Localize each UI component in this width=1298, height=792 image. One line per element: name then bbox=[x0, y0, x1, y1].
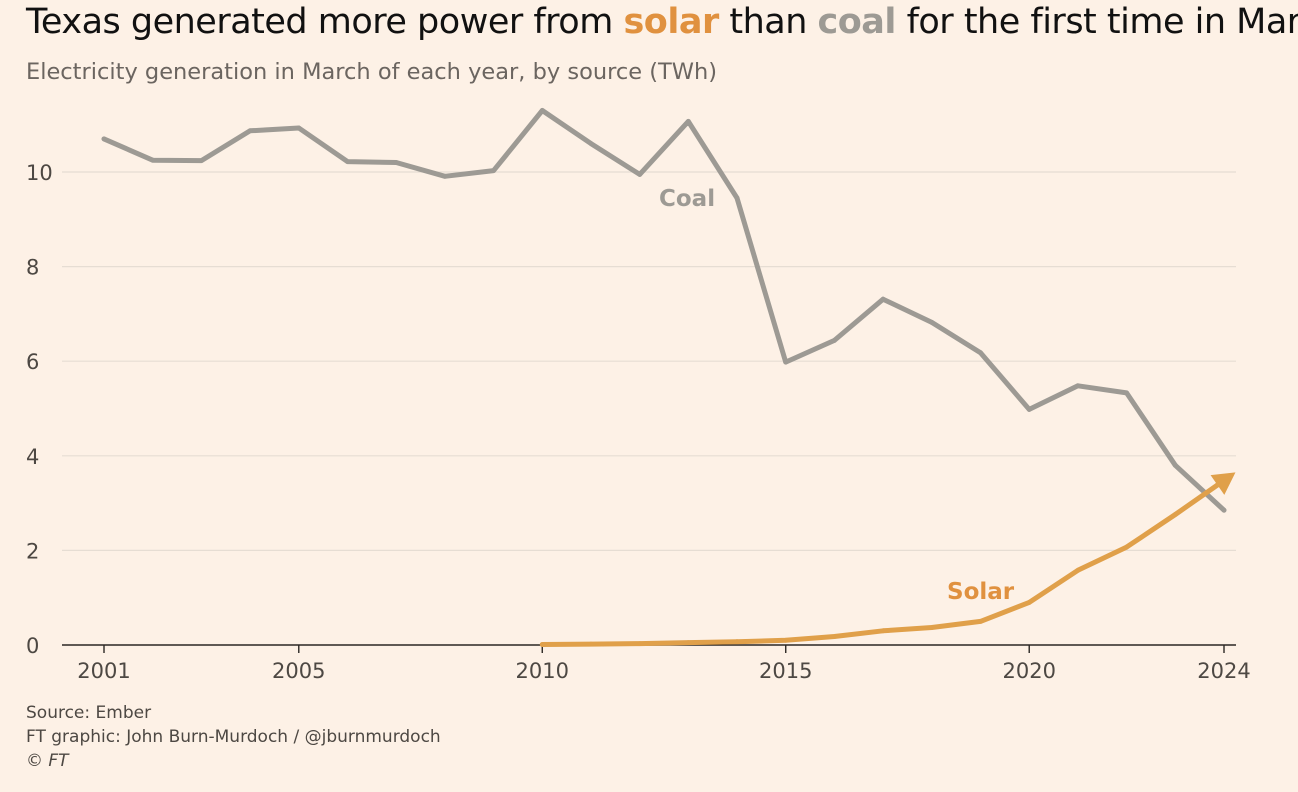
y-tick-label: 6 bbox=[26, 350, 39, 374]
data-point-solar-2022 bbox=[1124, 544, 1129, 550]
data-point-coal-2010 bbox=[539, 108, 545, 113]
title-post: for the first time in March bbox=[895, 2, 1298, 42]
data-point-coal-2012 bbox=[637, 172, 643, 177]
chart-footer: Source: Ember FT graphic: John Burn-Murd… bbox=[26, 701, 441, 773]
data-point-solar-2013 bbox=[685, 640, 691, 645]
data-point-coal-2007 bbox=[393, 160, 399, 165]
x-tick-label: 2005 bbox=[272, 659, 325, 683]
chart-title: Texas generated more power from solar th… bbox=[26, 2, 1298, 42]
data-point-coal-2020 bbox=[1026, 407, 1032, 412]
credit-note: FT graphic: John Burn-Murdoch / @jburnmu… bbox=[26, 727, 441, 747]
data-point-solar-2016 bbox=[832, 634, 837, 639]
data-point-coal-2021 bbox=[1075, 383, 1081, 389]
y-tick-label: 0 bbox=[26, 634, 39, 658]
x-tick-label: 2020 bbox=[1002, 659, 1055, 683]
data-point-coal-2013 bbox=[685, 119, 691, 124]
data-point-coal-2005 bbox=[296, 125, 302, 131]
title-coal: coal bbox=[817, 2, 897, 42]
data-point-solar-2017 bbox=[880, 628, 886, 634]
data-point-solar-2012 bbox=[637, 641, 643, 646]
data-point-coal-2002 bbox=[150, 157, 156, 163]
x-tick-label: 2024 bbox=[1197, 659, 1250, 683]
data-point-coal-2009 bbox=[491, 168, 496, 174]
data-point-coal-2022 bbox=[1124, 390, 1129, 396]
x-tick-label: 2001 bbox=[77, 659, 130, 683]
data-point-solar-2021 bbox=[1075, 567, 1081, 573]
data-point-solar-2019 bbox=[978, 619, 983, 624]
data-point-coal-2016 bbox=[832, 338, 837, 343]
data-point-coal-2018 bbox=[929, 320, 935, 325]
data-point-coal-2023 bbox=[1172, 462, 1178, 468]
data-point-coal-2014 bbox=[734, 195, 740, 201]
data-point-coal-2001 bbox=[101, 136, 107, 142]
x-tick-label: 2015 bbox=[759, 659, 812, 683]
data-point-coal-2006 bbox=[345, 159, 350, 165]
data-point-coal-2024 bbox=[1221, 507, 1227, 513]
title-pre: Texas generated more power from bbox=[26, 2, 624, 42]
data-point-coal-2004 bbox=[247, 128, 253, 134]
series-label-coal: Coal bbox=[659, 186, 715, 212]
copyright-note: © FT bbox=[26, 751, 69, 771]
title-solar: solar bbox=[623, 2, 719, 42]
data-point-solar-2020 bbox=[1026, 600, 1032, 605]
data-point-solar-2023 bbox=[1172, 512, 1178, 517]
data-point-coal-2003 bbox=[199, 158, 204, 164]
data-point-solar-2014 bbox=[734, 639, 740, 645]
data-point-coal-2015 bbox=[783, 359, 789, 365]
title-mid: than bbox=[718, 2, 818, 42]
y-tick-label: 8 bbox=[26, 256, 39, 280]
data-point-coal-2008 bbox=[442, 173, 448, 179]
data-point-solar-2011 bbox=[588, 641, 594, 647]
data-point-solar-2010 bbox=[539, 642, 545, 647]
y-tick-label: 2 bbox=[26, 539, 39, 563]
data-point-coal-2011 bbox=[588, 141, 594, 147]
solar-arrow-head bbox=[1210, 472, 1236, 495]
y-tick-label: 10 bbox=[26, 161, 53, 185]
series-line-solar bbox=[539, 477, 1227, 647]
x-tick-label: 2010 bbox=[516, 659, 569, 683]
data-point-solar-2015 bbox=[783, 637, 789, 643]
data-point-solar-2018 bbox=[929, 625, 935, 630]
data-point-coal-2017 bbox=[880, 296, 886, 302]
chart-subtitle: Electricity generation in March of each … bbox=[26, 59, 718, 85]
series-label-solar: Solar bbox=[947, 579, 1015, 605]
data-point-coal-2019 bbox=[978, 350, 983, 356]
y-tick-label: 4 bbox=[26, 445, 39, 469]
series-line-coal bbox=[101, 108, 1227, 513]
source-note: Source: Ember bbox=[26, 703, 152, 723]
